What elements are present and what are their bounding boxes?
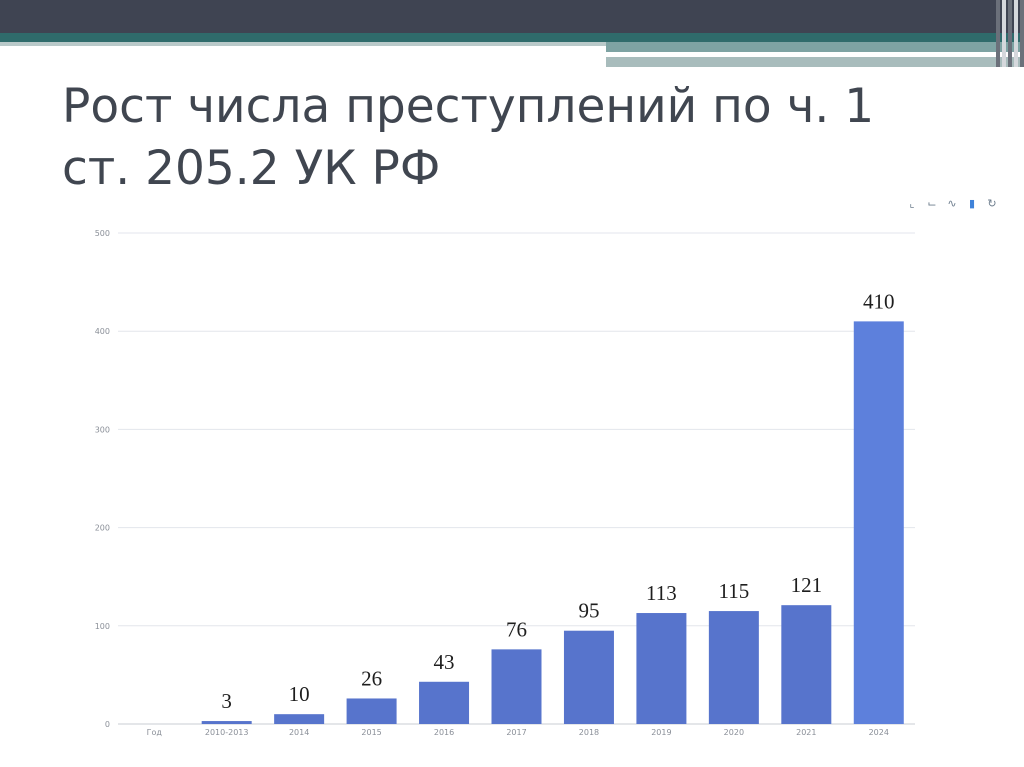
y-axis: 0 100 200 300 400 500 <box>95 229 110 729</box>
y-tick-label: 0 <box>105 720 110 729</box>
x-tick-label: 2010-2013 <box>205 728 249 737</box>
header-band-teal <box>0 33 1024 42</box>
data-label-2021: 121 <box>791 573 823 597</box>
x-tick-label: 2018 <box>579 728 599 737</box>
chart-bars <box>201 321 904 724</box>
data-label-2010-2013: 3 <box>221 689 232 713</box>
x-tick-label: 2016 <box>434 728 454 737</box>
bar-2019[interactable] <box>636 613 687 724</box>
data-label-2020: 115 <box>718 579 749 603</box>
header-band-light <box>0 42 606 46</box>
x-tick-label: 2017 <box>506 728 526 737</box>
y-tick-label: 300 <box>95 425 110 434</box>
refresh-icon[interactable]: ↻ <box>987 197 997 210</box>
bar-2024[interactable] <box>853 321 904 724</box>
header-band-white-line <box>606 52 951 55</box>
header-band-dark <box>0 0 1024 33</box>
x-tick-label: 2019 <box>651 728 671 737</box>
bar-2014[interactable] <box>274 714 325 724</box>
data-label-2019: 113 <box>646 581 677 605</box>
x-tick-label: 2015 <box>361 728 381 737</box>
chart-toolbox: ⌞ ⌙ ∿ ▮ ↻ <box>905 197 999 211</box>
crop-icon[interactable]: ⌞ <box>909 197 915 210</box>
x-axis: Год 2010-2013 2014 2015 2016 2017 2018 2019 2020… <box>147 728 889 737</box>
y-tick-label: 200 <box>95 524 110 533</box>
slide-title-line1: Рост числа преступлений по ч. 1 <box>62 79 875 134</box>
bar-2017[interactable] <box>491 649 542 724</box>
x-tick-label: Год <box>147 728 163 737</box>
slide-title-line2: ст. 205.2 УК РФ <box>62 141 441 196</box>
x-tick-label: 2020 <box>724 728 744 737</box>
line-chart-icon[interactable]: ∿ <box>947 197 957 210</box>
y-tick-label: 500 <box>95 229 110 238</box>
data-label-2015: 26 <box>361 666 382 690</box>
header-right-stripes <box>996 0 1024 67</box>
x-tick-label: 2014 <box>289 728 309 737</box>
undo-crop-icon[interactable]: ⌙ <box>927 197 937 210</box>
bar-2018[interactable] <box>563 630 614 724</box>
data-label-2018: 95 <box>578 599 599 623</box>
y-tick-label: 100 <box>95 622 110 631</box>
data-label-2016: 43 <box>434 650 455 674</box>
x-tick-label: 2021 <box>796 728 816 737</box>
x-tick-label: 2024 <box>869 728 889 737</box>
bar-2021[interactable] <box>781 605 832 724</box>
data-label-2017: 76 <box>506 617 527 641</box>
data-label-2014: 10 <box>289 682 310 706</box>
bar-2010-2013[interactable] <box>201 721 252 724</box>
chart-data-labels: 3 10 26 43 76 95 113 115 121 410 <box>221 289 894 713</box>
y-tick-label: 400 <box>95 327 110 336</box>
bar-2020[interactable] <box>708 611 759 724</box>
header-band-light-right <box>606 57 1024 67</box>
header-band-accent <box>606 42 1024 52</box>
bar-2015[interactable] <box>346 698 397 724</box>
bar-chart-icon[interactable]: ▮ <box>968 197 976 210</box>
slide-title: Рост числа преступлений по ч. 1 ст. 205.… <box>62 76 962 200</box>
bar-2016[interactable] <box>419 681 470 724</box>
data-label-2024: 410 <box>863 289 895 313</box>
